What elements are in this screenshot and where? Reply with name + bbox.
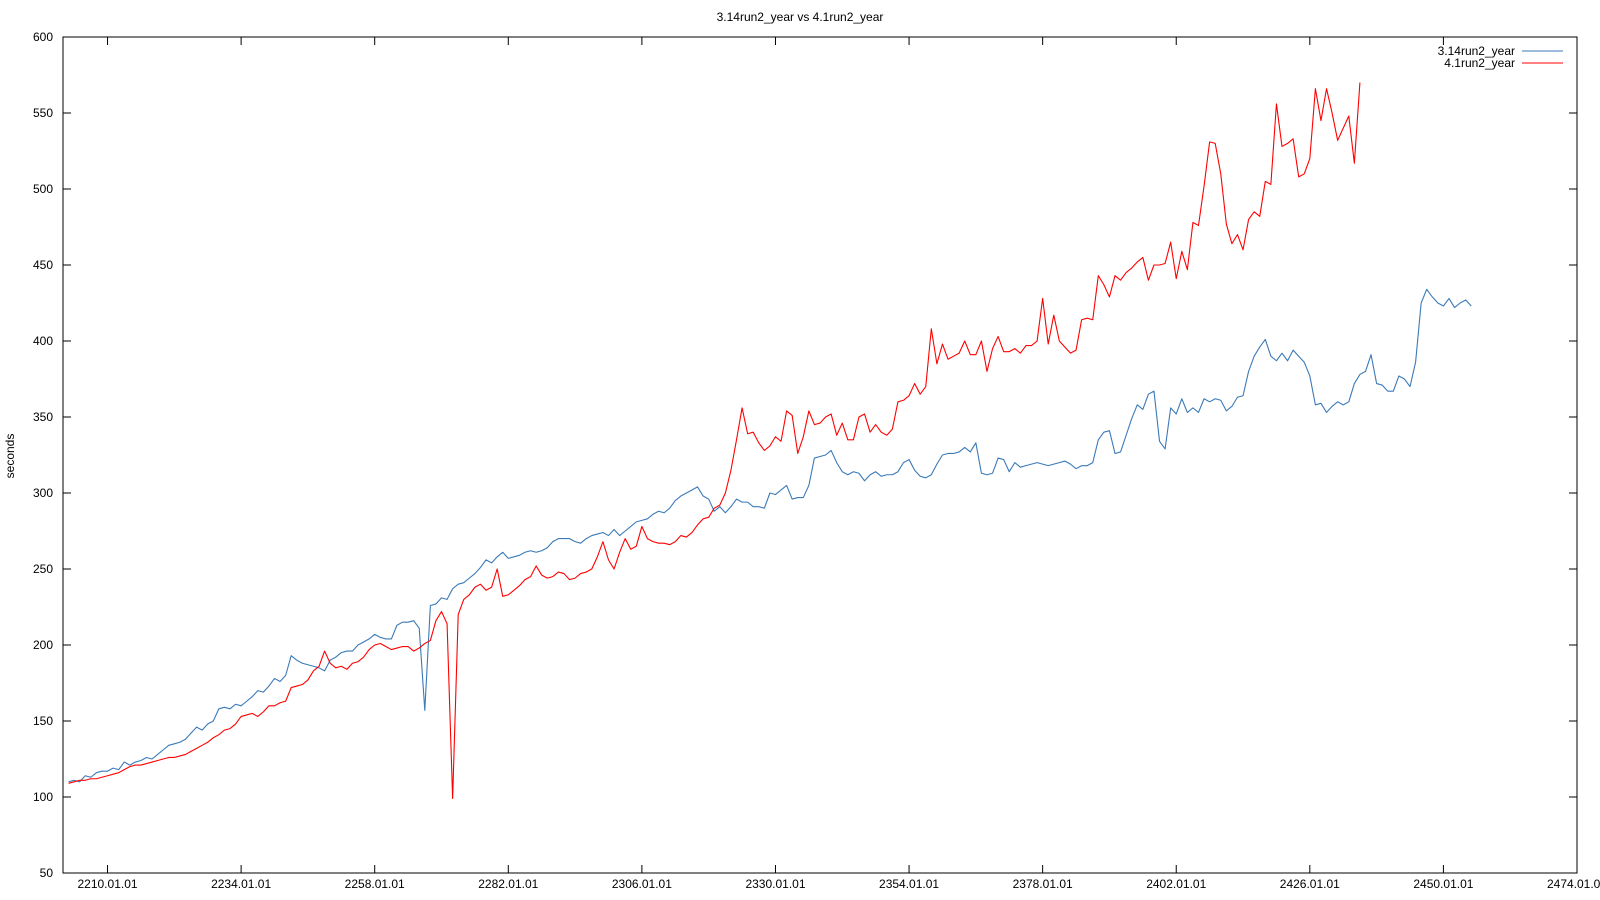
series-line-3-14run2-year bbox=[68, 288, 1472, 783]
x-tick-label: 2426.01.01 bbox=[1280, 877, 1340, 891]
x-tick-label: 2474.01.01 bbox=[1547, 877, 1600, 891]
y-tick-label: 50 bbox=[40, 866, 54, 880]
y-axis: 50 100 150 200 250 300 350 400 450 500 550 600 bbox=[33, 30, 1577, 880]
y-tick-label: 450 bbox=[33, 258, 53, 272]
series-line-4-1run2-year bbox=[68, 82, 1361, 800]
legend-entry-label: 3.14run2_year bbox=[1438, 44, 1515, 58]
y-tick-label: 500 bbox=[33, 182, 53, 196]
y-axis-label: seconds bbox=[3, 434, 17, 479]
x-tick-label: 2210.01.01 bbox=[77, 877, 137, 891]
x-tick-label: 2402.01.01 bbox=[1146, 877, 1206, 891]
y-tick-label: 550 bbox=[33, 106, 53, 120]
y-tick-label: 100 bbox=[33, 790, 53, 804]
x-axis: 2210.01.01 2234.01.01 2258.01.01 2282.01.01… bbox=[77, 37, 1600, 891]
x-tick-label: 2258.01.01 bbox=[345, 877, 405, 891]
y-tick-label: 350 bbox=[33, 410, 53, 424]
x-tick-label: 2450.01.01 bbox=[1413, 877, 1473, 891]
plot-area-border bbox=[62, 36, 1578, 874]
x-tick-label: 2282.01.01 bbox=[478, 877, 538, 891]
y-tick-label: 600 bbox=[33, 30, 53, 44]
x-tick-label: 2378.01.01 bbox=[1013, 877, 1073, 891]
chart-title: 3.14run2_year vs 4.1run2_year bbox=[717, 10, 884, 24]
legend-entry-label: 4.1run2_year bbox=[1444, 56, 1515, 70]
y-tick-label: 250 bbox=[33, 562, 53, 576]
x-tick-label: 2354.01.01 bbox=[879, 877, 939, 891]
x-tick-label: 2306.01.01 bbox=[612, 877, 672, 891]
y-tick-label: 400 bbox=[33, 334, 53, 348]
series-layer bbox=[68, 82, 1472, 800]
y-tick-label: 200 bbox=[33, 638, 53, 652]
x-tick-label: 2330.01.01 bbox=[745, 877, 805, 891]
x-tick-label: 2234.01.01 bbox=[211, 877, 271, 891]
y-tick-label: 300 bbox=[33, 486, 53, 500]
y-tick-label: 150 bbox=[33, 714, 53, 728]
